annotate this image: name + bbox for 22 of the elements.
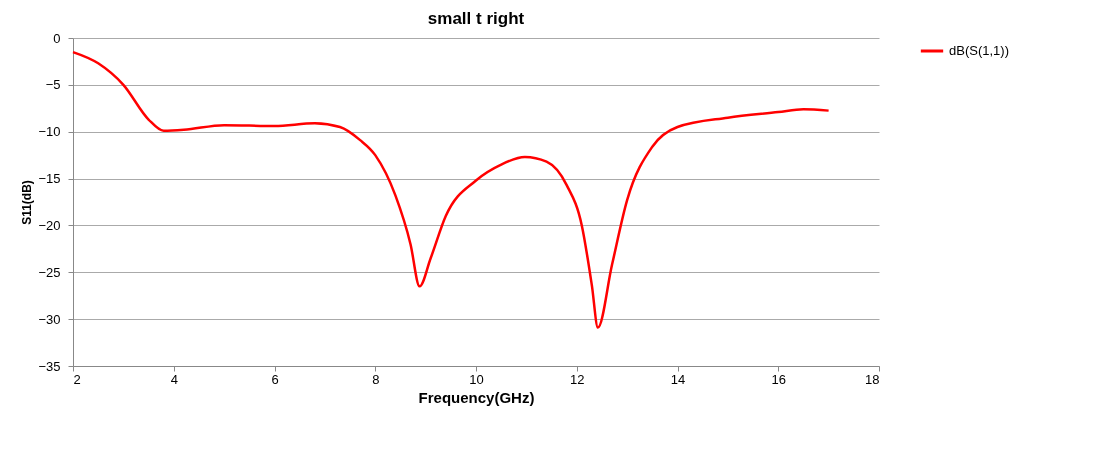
y-tick-label: −20 [38,217,61,233]
y-tick-label: 0 [53,30,61,46]
x-tick-label: 18 [865,371,880,387]
line-series [71,50,830,329]
y-tick-label: −10 [38,124,61,140]
x-tick-label: 8 [372,371,380,387]
y-tick-label: −15 [38,171,61,187]
y-tick-label: −30 [38,311,61,327]
y-tick-label: −5 [45,77,61,93]
y-tick-label: −35 [38,358,61,374]
x-tick-label: 10 [469,371,484,387]
x-axis-title: Frequency(GHz) [418,388,535,406]
x-tick-label: 6 [271,371,279,387]
legend-label: dB(S(1,1)) [949,43,1009,58]
x-tick-label: 4 [170,371,178,387]
x-tick-label: 2 [73,371,81,387]
x-tick-label: 16 [771,371,786,387]
y-tick-label: −25 [38,264,61,280]
chart-title: small t right [427,9,525,28]
x-tick-label: 12 [570,371,585,387]
x-tick-label: 14 [670,371,686,387]
y-axis-title: S11(dB) [20,180,35,225]
